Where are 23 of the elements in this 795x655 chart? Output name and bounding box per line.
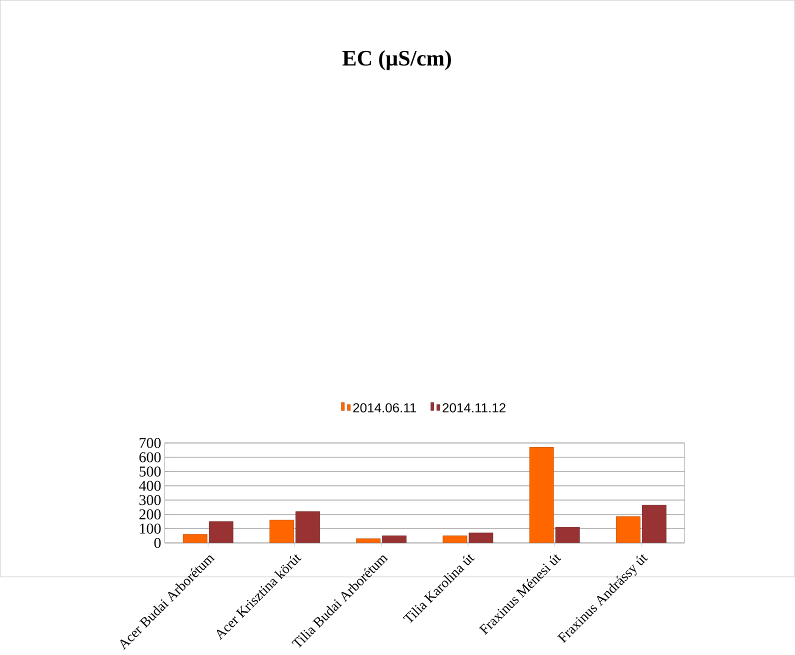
- bar: [382, 536, 407, 544]
- bar: [356, 538, 381, 544]
- chart-title: EC (µS/cm): [342, 50, 451, 70]
- bar: [642, 504, 666, 544]
- bar: [442, 536, 468, 544]
- bar: [529, 447, 554, 544]
- legend-label: 2014.11.12: [442, 403, 506, 413]
- y-tick-label: 700: [140, 438, 161, 448]
- bar: [182, 534, 208, 544]
- legend-label: 2014.06.11: [353, 403, 416, 413]
- y-tick-label: 300: [139, 495, 161, 506]
- bar: [555, 527, 580, 544]
- bar: [468, 532, 494, 544]
- y-tick-label: 200: [139, 509, 161, 520]
- y-tick-label: 0: [154, 538, 161, 548]
- bar: [616, 516, 640, 544]
- bar: [270, 520, 294, 544]
- y-tick-label: 500: [140, 466, 161, 477]
- bar: [208, 521, 234, 544]
- bar: [296, 511, 320, 544]
- y-tick-label: 600: [139, 452, 161, 462]
- y-tick-label: 100: [140, 524, 161, 534]
- y-tick-label: 400: [139, 480, 161, 491]
